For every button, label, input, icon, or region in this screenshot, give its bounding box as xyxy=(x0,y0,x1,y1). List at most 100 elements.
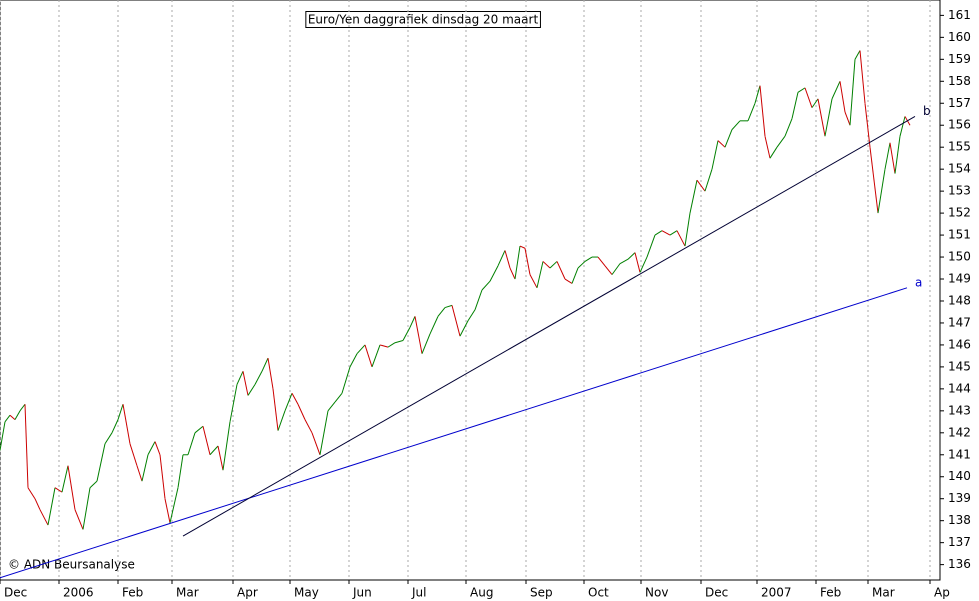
price-segment xyxy=(117,404,124,420)
price-segment xyxy=(297,404,306,420)
price-segment xyxy=(136,465,143,482)
x-tick-label: Oct xyxy=(588,586,609,600)
price-segment xyxy=(696,179,706,192)
price-segment xyxy=(267,358,274,389)
price-segment xyxy=(769,146,778,159)
price-segment xyxy=(604,265,613,275)
price-segment xyxy=(817,98,826,137)
price-segment xyxy=(839,81,846,113)
price-segment xyxy=(646,234,656,258)
x-tick-label: 2006 xyxy=(63,586,94,600)
price-segment xyxy=(67,465,76,510)
price-segment xyxy=(627,252,636,260)
x-tick-label: Ap xyxy=(934,586,950,600)
price-segment xyxy=(711,140,719,170)
price-segment xyxy=(261,357,269,372)
y-tick-label: 146 xyxy=(948,337,971,351)
price-segment xyxy=(272,388,279,431)
y-tick-label: 154 xyxy=(948,162,971,176)
y-tick-label: 153 xyxy=(948,184,971,198)
price-segment xyxy=(764,136,771,159)
price-segment xyxy=(394,340,404,344)
price-segment xyxy=(791,92,799,119)
x-tick-label: Feb xyxy=(122,586,143,600)
y-tick-label: 159 xyxy=(948,52,971,66)
y-tick-label: 160 xyxy=(948,30,971,44)
price-segment xyxy=(639,256,648,273)
price-segment xyxy=(717,140,726,148)
price-segment xyxy=(209,445,219,456)
price-segment xyxy=(776,135,786,148)
price-segment xyxy=(222,421,231,471)
x-tick-label: Aug xyxy=(470,586,493,600)
price-segment xyxy=(122,404,131,444)
price-segment xyxy=(529,274,538,289)
title-box xyxy=(305,11,541,28)
y-tick-label: 155 xyxy=(948,140,971,154)
x-tick-label: Mar xyxy=(872,586,895,600)
price-segment xyxy=(54,487,63,493)
y-tick-label: 139 xyxy=(948,491,971,505)
price-segment xyxy=(549,261,558,269)
y-tick-label: 148 xyxy=(948,293,971,307)
price-segment xyxy=(147,441,156,456)
y-tick-label: 136 xyxy=(948,557,971,571)
price-segment xyxy=(0,421,6,451)
price-segment xyxy=(797,87,806,93)
price-segment xyxy=(277,410,286,431)
x-tick-label: Feb xyxy=(820,586,841,600)
price-segment xyxy=(217,445,224,471)
y-tick-label: 143 xyxy=(948,403,971,417)
price-segment xyxy=(327,401,336,412)
price-segment xyxy=(849,59,856,126)
price-segment xyxy=(429,316,439,335)
price-segment xyxy=(202,426,211,455)
price-segment xyxy=(247,384,256,396)
price-segment xyxy=(9,414,16,420)
price-segment xyxy=(444,304,453,309)
price-segment xyxy=(536,261,544,288)
price-segment xyxy=(187,432,196,455)
x-tick-label: Mar xyxy=(176,586,199,600)
price-segment xyxy=(481,280,491,291)
copyright: © ADN Beursanalyse xyxy=(8,558,135,572)
price-segment xyxy=(334,392,343,403)
price-segment xyxy=(497,250,506,267)
price-segment xyxy=(689,180,698,214)
price-segment xyxy=(899,116,906,137)
price-segment xyxy=(24,404,29,488)
price-segment xyxy=(669,230,678,236)
price-segment xyxy=(229,384,238,422)
price-segment xyxy=(676,230,686,247)
price-segment xyxy=(129,443,138,466)
price-segment xyxy=(759,85,766,137)
price-segment xyxy=(4,414,11,423)
y-tick-label: 150 xyxy=(948,250,971,264)
price-segment xyxy=(619,258,629,265)
price-segment xyxy=(19,403,26,412)
price-segment xyxy=(467,309,476,322)
y-tick-label: 145 xyxy=(948,359,971,373)
y-tick-label: 141 xyxy=(948,447,971,461)
price-segment xyxy=(661,230,671,236)
x-tick-label: Apr xyxy=(237,586,258,600)
price-segment xyxy=(379,344,389,348)
price-segment xyxy=(859,50,866,104)
y-tick-label: 157 xyxy=(948,96,971,110)
price-segment xyxy=(349,353,358,368)
y-tick-label: 144 xyxy=(948,381,971,395)
y-tick-label: 137 xyxy=(948,535,971,549)
price-segment xyxy=(804,87,813,108)
price-segment xyxy=(747,103,756,122)
price-segment xyxy=(556,261,566,280)
x-tick-label: Dec xyxy=(4,586,27,600)
x-tick-label: Jul xyxy=(411,586,426,600)
x-tick-label: Dec xyxy=(705,586,728,600)
y-tick-label: 158 xyxy=(948,74,971,88)
price-segment xyxy=(524,248,531,275)
price-segment xyxy=(844,111,851,126)
price-segment xyxy=(684,213,691,247)
x-tick-label: Jun xyxy=(352,586,372,600)
price-segment xyxy=(194,425,204,434)
price-segment xyxy=(577,261,586,269)
